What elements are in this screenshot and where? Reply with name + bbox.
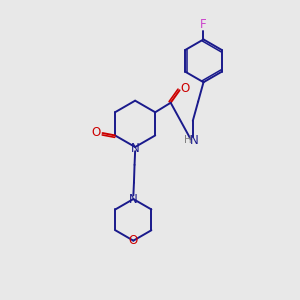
Text: O: O bbox=[180, 82, 190, 95]
Text: O: O bbox=[129, 234, 138, 247]
Text: H: H bbox=[184, 135, 191, 145]
Text: N: N bbox=[129, 193, 138, 206]
Text: F: F bbox=[200, 18, 207, 31]
Text: N: N bbox=[190, 134, 198, 147]
Text: N: N bbox=[131, 142, 140, 155]
Text: O: O bbox=[92, 126, 101, 139]
